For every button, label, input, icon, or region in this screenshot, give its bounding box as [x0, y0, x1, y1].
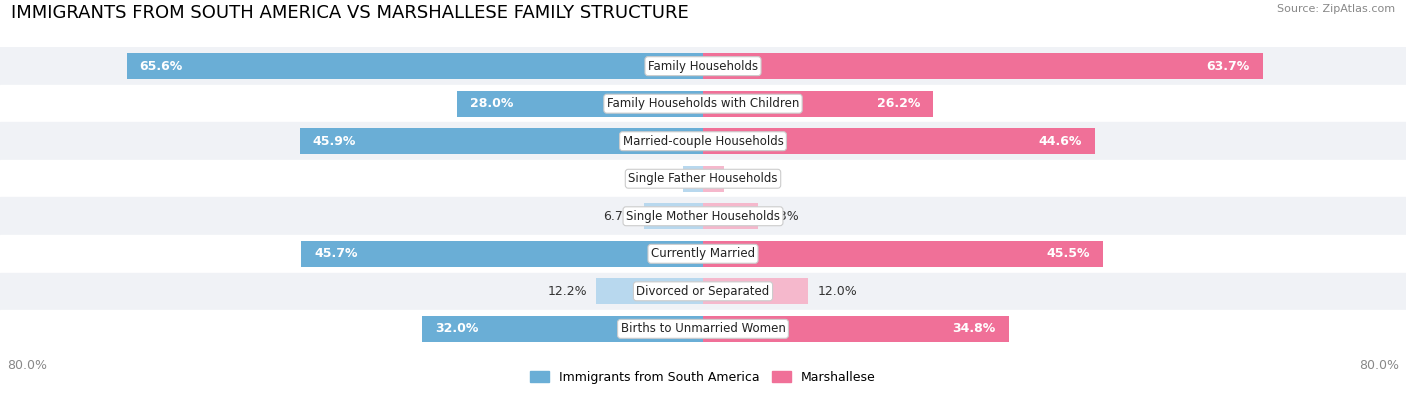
Bar [301, 241, 703, 267]
Text: Births to Unmarried Women: Births to Unmarried Women [620, 322, 786, 335]
Bar [596, 278, 703, 305]
Text: Source: ZipAtlas.com: Source: ZipAtlas.com [1277, 4, 1395, 14]
Text: 2.3%: 2.3% [643, 172, 673, 185]
Bar [127, 53, 703, 79]
Text: 12.2%: 12.2% [547, 285, 588, 298]
Bar [703, 128, 1095, 154]
Text: IMMIGRANTS FROM SOUTH AMERICA VS MARSHALLESE FAMILY STRUCTURE: IMMIGRANTS FROM SOUTH AMERICA VS MARSHAL… [11, 4, 689, 22]
Text: 2.4%: 2.4% [733, 172, 765, 185]
Bar [703, 53, 1263, 79]
Bar [703, 241, 1102, 267]
Bar [422, 316, 703, 342]
Text: 65.6%: 65.6% [139, 60, 183, 73]
Text: Family Households with Children: Family Households with Children [607, 97, 799, 110]
Text: 34.8%: 34.8% [952, 322, 995, 335]
Text: 63.7%: 63.7% [1206, 60, 1250, 73]
Bar [457, 90, 703, 117]
Text: 6.7%: 6.7% [603, 210, 636, 223]
Text: Single Mother Households: Single Mother Households [626, 210, 780, 223]
Bar [0, 273, 1406, 310]
Text: Family Households: Family Households [648, 60, 758, 73]
Bar [703, 90, 934, 117]
Bar [0, 310, 1406, 348]
Bar [683, 166, 703, 192]
Text: 32.0%: 32.0% [434, 322, 478, 335]
Bar [0, 160, 1406, 198]
Text: Married-couple Households: Married-couple Households [623, 135, 783, 148]
Text: Single Father Households: Single Father Households [628, 172, 778, 185]
Text: Currently Married: Currently Married [651, 247, 755, 260]
Legend: Immigrants from South America, Marshallese: Immigrants from South America, Marshalle… [526, 366, 880, 389]
Text: 45.5%: 45.5% [1046, 247, 1090, 260]
Bar [703, 316, 1010, 342]
Text: 12.0%: 12.0% [817, 285, 858, 298]
Bar [703, 166, 724, 192]
Bar [644, 203, 703, 229]
Text: 80.0%: 80.0% [7, 359, 46, 372]
Text: 45.9%: 45.9% [314, 135, 356, 148]
Bar [0, 198, 1406, 235]
Bar [703, 203, 758, 229]
Bar [0, 47, 1406, 85]
Bar [703, 278, 808, 305]
Bar [0, 85, 1406, 122]
Text: 80.0%: 80.0% [1360, 359, 1399, 372]
Text: 44.6%: 44.6% [1039, 135, 1081, 148]
Text: Divorced or Separated: Divorced or Separated [637, 285, 769, 298]
Text: 28.0%: 28.0% [470, 97, 513, 110]
Text: 45.7%: 45.7% [315, 247, 359, 260]
Bar [299, 128, 703, 154]
Bar [0, 122, 1406, 160]
Bar [0, 235, 1406, 273]
Text: 6.3%: 6.3% [768, 210, 799, 223]
Text: 26.2%: 26.2% [877, 97, 920, 110]
